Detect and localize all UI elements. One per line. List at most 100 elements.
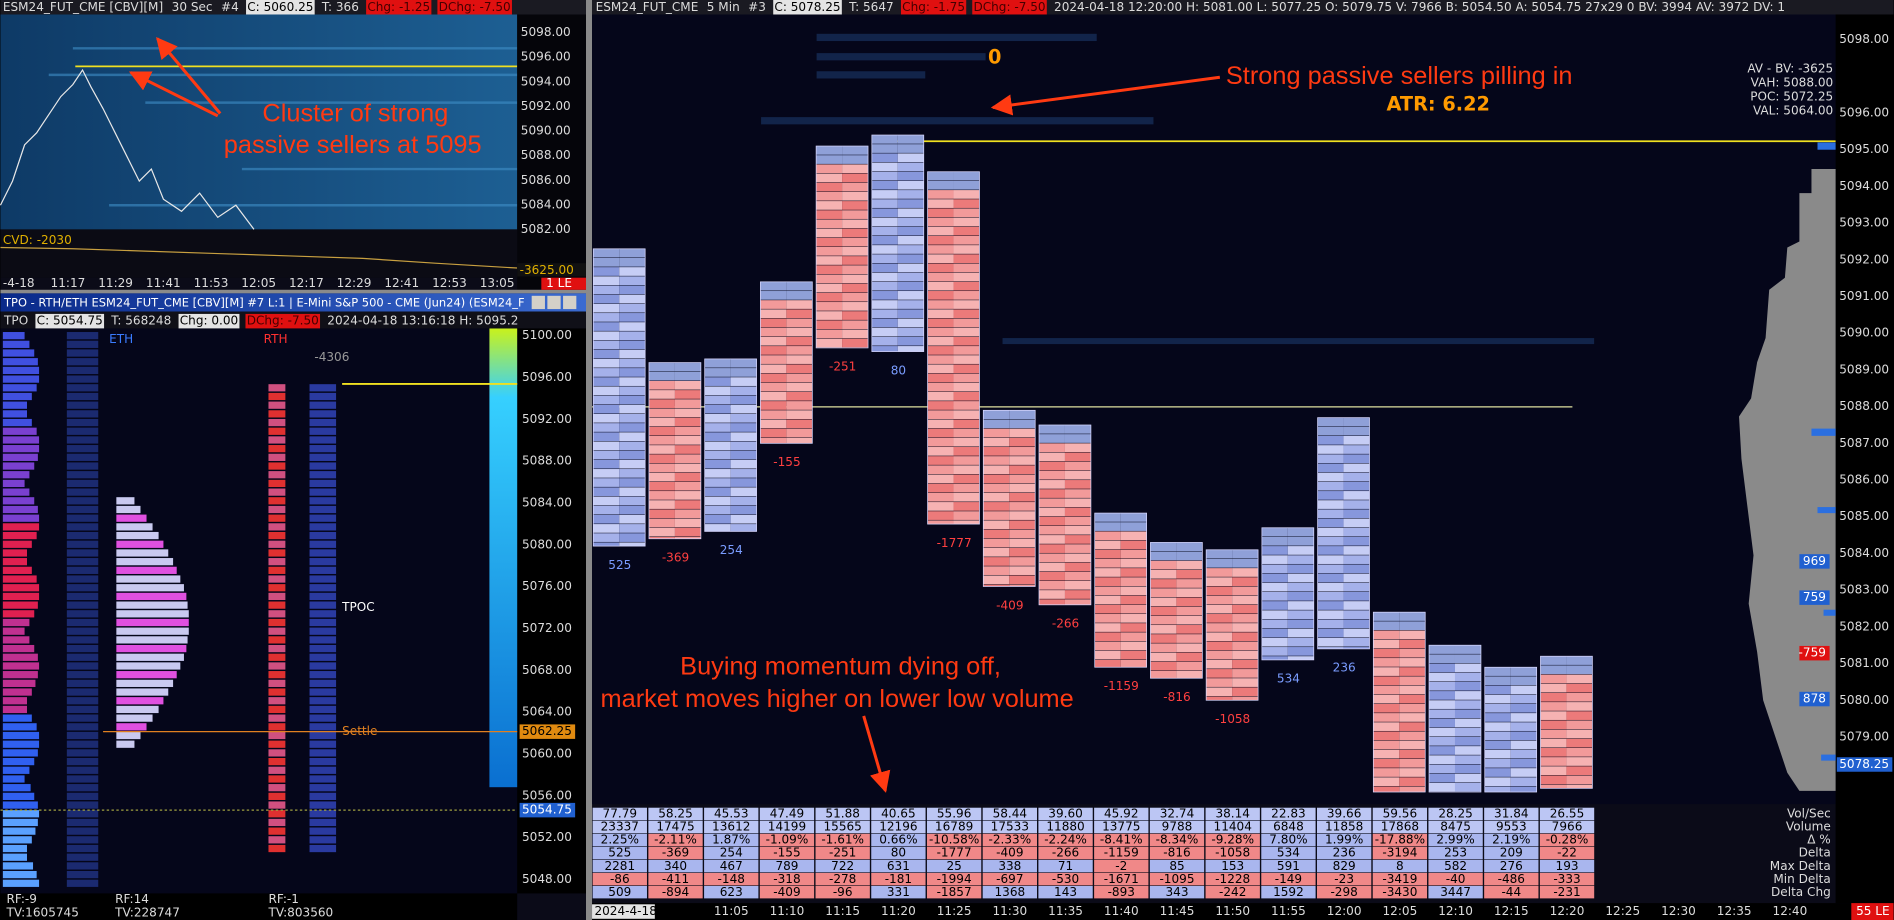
tpo-block (66, 523, 99, 531)
footprint-cell (593, 524, 620, 533)
footprint-cell (927, 428, 954, 438)
footprint-cell (1566, 711, 1593, 720)
footprint-cell (1540, 757, 1567, 766)
footprint-cell (1150, 625, 1177, 634)
footprint-cell (674, 435, 701, 445)
price-tick-label: 5096.00 (1839, 106, 1889, 120)
window-buttons[interactable] (531, 295, 577, 310)
footprint-cell (593, 413, 620, 423)
footprint-cell (927, 245, 954, 254)
tpo-block (268, 749, 286, 757)
footprint-cell (1343, 647, 1370, 649)
header-field-box (246, 0, 315, 15)
footprint-cell (816, 274, 843, 284)
footprint-cell (1484, 713, 1511, 722)
footprint-cell (786, 318, 813, 328)
footprint-cell (1094, 513, 1121, 522)
footprint-cell (953, 180, 980, 190)
footprint-cell (593, 276, 620, 286)
footprint-cell (1399, 694, 1426, 704)
footprint-cell (816, 256, 843, 265)
footprint-cell (593, 450, 620, 460)
table-value: -278 (829, 872, 856, 886)
close-button[interactable] (563, 295, 577, 310)
footprint-cell (619, 340, 646, 350)
footprint-cell (953, 492, 980, 502)
table-value: 153 (1221, 859, 1244, 873)
settle-price: 5062.25 (522, 724, 572, 738)
window-title: TPO - RTH/ETH ESM24_FUT_CME [CBV][M] #7 … (3, 296, 525, 311)
footprint-cell (648, 527, 675, 537)
tpo-block (116, 653, 184, 661)
footprint-cell (760, 281, 787, 291)
tpo-block (268, 775, 286, 783)
table-cell (1316, 885, 1372, 899)
minimize-button[interactable] (531, 295, 545, 310)
profile-marker: 759 (1803, 590, 1826, 604)
table-value: -10.58% (929, 833, 979, 847)
tpo-block (309, 540, 337, 548)
tpo-block (116, 740, 135, 748)
footprint-cell (1566, 656, 1593, 665)
footprint-cell (1039, 434, 1065, 443)
footprint-cell (1176, 615, 1203, 625)
footprint-cell (871, 180, 898, 190)
table-value: -3194 (1382, 846, 1417, 860)
footprint-cell (1039, 470, 1065, 480)
footprint-cell (1176, 625, 1203, 634)
footprint-cell (927, 437, 954, 447)
footprint-cell (648, 509, 675, 519)
table-cell (1205, 846, 1260, 860)
footprint-cell (619, 441, 646, 451)
time-tick-label: 11:30 (992, 904, 1027, 918)
footprint-cell (1454, 681, 1481, 691)
footprint-cell (953, 401, 980, 410)
tpo-block (66, 844, 99, 853)
table-cell (592, 846, 647, 860)
footprint-cell (674, 527, 701, 537)
header-field: T: 366 (321, 0, 359, 14)
footprint-cell (1343, 601, 1370, 610)
footprint-cell (1454, 736, 1481, 746)
bar-delta: -816 (1163, 690, 1190, 704)
table-value: 331 (887, 885, 910, 899)
table-cell (1539, 820, 1595, 834)
tpo-block (2, 662, 40, 670)
bar-delta: -251 (829, 360, 856, 374)
footprint-cell (1064, 498, 1091, 508)
table-value: 3447 (1440, 885, 1471, 899)
footprint-cell (842, 311, 869, 320)
tpo-block (2, 418, 32, 427)
footprint-cell (953, 318, 980, 328)
footprint-cell (760, 346, 787, 355)
tpo-block (309, 827, 337, 835)
time-tick-label: 11:53 (194, 276, 229, 290)
footprint-cell (1094, 659, 1121, 668)
tpo-block (2, 349, 35, 357)
table-value: 789 (775, 859, 798, 873)
footprint-bar (871, 134, 925, 352)
footprint-cell (842, 146, 869, 155)
tpo-block (116, 540, 164, 548)
table-value: 31.84 (1494, 807, 1529, 821)
annotation: Buying momentum dying off, (680, 652, 1001, 680)
footprint-cell (1373, 630, 1400, 640)
footprint-cell (1429, 654, 1455, 664)
footprint-cell (816, 164, 843, 174)
maximize-button[interactable] (547, 295, 561, 310)
tpo-block (66, 766, 99, 774)
footprint-cell (1317, 527, 1344, 537)
table-cell (1428, 872, 1483, 886)
footprint-cell (730, 450, 757, 460)
footprint-cell (953, 217, 980, 227)
footprint-cell (816, 182, 843, 192)
tpo-block (268, 636, 286, 644)
table-cell (1484, 885, 1539, 899)
header-field: ESM24_FUT_CME [CBV][M] (3, 0, 163, 14)
footprint-cell (953, 511, 980, 520)
tpo-volume-bar (489, 328, 518, 788)
tpo-block (268, 575, 286, 583)
footprint-cell (674, 380, 701, 390)
table-value: 253 (1444, 846, 1467, 860)
footprint-cell (897, 309, 924, 319)
